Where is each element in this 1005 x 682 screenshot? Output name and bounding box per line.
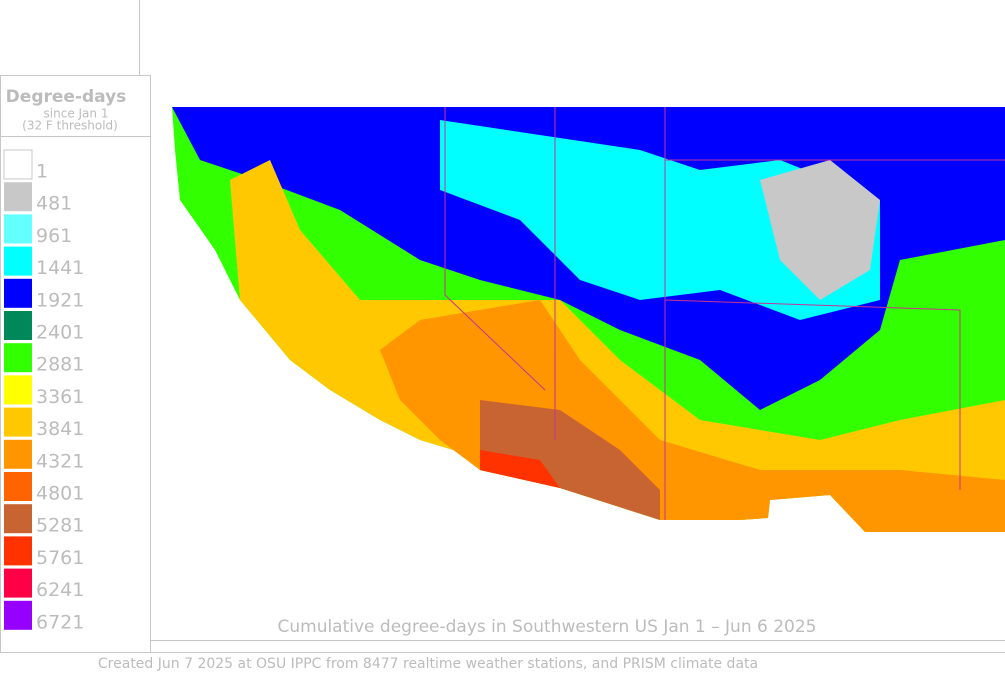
legend-swatch	[4, 407, 32, 437]
legend-swatch	[4, 536, 32, 566]
legend-label: 1921	[36, 289, 84, 311]
legend-swatch	[4, 375, 32, 405]
legend-swatch	[4, 600, 32, 630]
legend-label: 1441	[36, 257, 84, 279]
legend-swatch	[4, 214, 32, 244]
peaks	[760, 160, 880, 300]
mountain-cool	[440, 120, 880, 320]
legend-label: 961	[36, 225, 72, 247]
legend-label: 6241	[36, 579, 84, 601]
legend-label: 1	[36, 161, 48, 183]
frame	[0, 0, 1005, 653]
legend-label: 481	[36, 193, 72, 215]
legend-subtitle: since Jan 1	[44, 107, 109, 121]
legend-swatch	[4, 439, 32, 469]
legend-label: 4321	[36, 450, 84, 472]
low-desert	[480, 450, 560, 488]
legend-label: 2881	[36, 354, 84, 376]
legend-subtitle: (32 F threshold)	[22, 119, 118, 133]
legend-label: 2401	[36, 322, 84, 344]
desert-hottest	[480, 400, 660, 520]
legend-label: 3361	[36, 386, 84, 408]
footer: Created Jun 7 2025 at OSU IPPC from 8477…	[98, 656, 758, 672]
legend-swatch	[4, 182, 32, 212]
legend-swatch	[4, 246, 32, 276]
legend-label: 4801	[36, 483, 84, 505]
legend-label: 6721	[36, 611, 84, 633]
legend: Degree-days since Jan 1 (32 F threshold)…	[3, 87, 127, 633]
legend-title: Degree-days	[6, 87, 127, 107]
caption: Cumulative degree-days in Southwestern U…	[277, 617, 816, 637]
legend-label: 5281	[36, 515, 84, 537]
legend-swatch	[4, 504, 32, 534]
legend-swatch	[4, 311, 32, 340]
legend-label: 3841	[36, 418, 84, 440]
legend-swatch	[3, 149, 33, 180]
southern-warm	[230, 160, 1005, 532]
legend-swatch	[4, 278, 32, 308]
state-borders	[444, 107, 1005, 520]
legend-swatch	[4, 343, 32, 373]
map	[172, 107, 1005, 532]
legend-swatch	[4, 568, 32, 598]
legend-swatch	[4, 472, 32, 501]
legend-label: 5761	[36, 547, 84, 569]
